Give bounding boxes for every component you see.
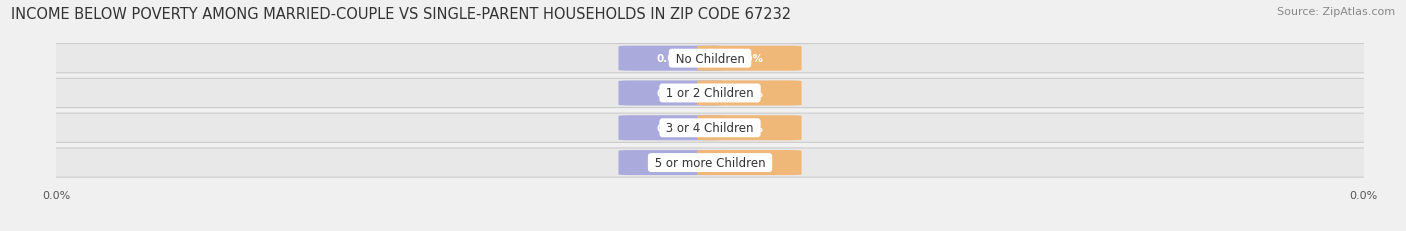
FancyBboxPatch shape xyxy=(619,81,723,106)
Text: 0.0%: 0.0% xyxy=(735,54,763,64)
Text: Source: ZipAtlas.com: Source: ZipAtlas.com xyxy=(1277,7,1395,17)
Text: No Children: No Children xyxy=(672,52,748,65)
Text: 3 or 4 Children: 3 or 4 Children xyxy=(662,122,758,135)
Text: 0.0%: 0.0% xyxy=(657,54,685,64)
FancyBboxPatch shape xyxy=(619,150,723,175)
Text: 0.0%: 0.0% xyxy=(735,123,763,133)
FancyBboxPatch shape xyxy=(619,46,723,71)
FancyBboxPatch shape xyxy=(697,116,801,141)
Text: 1 or 2 Children: 1 or 2 Children xyxy=(662,87,758,100)
FancyBboxPatch shape xyxy=(30,44,1391,73)
Text: 5 or more Children: 5 or more Children xyxy=(651,156,769,169)
Text: 0.0%: 0.0% xyxy=(735,88,763,99)
FancyBboxPatch shape xyxy=(30,148,1391,177)
Text: INCOME BELOW POVERTY AMONG MARRIED-COUPLE VS SINGLE-PARENT HOUSEHOLDS IN ZIP COD: INCOME BELOW POVERTY AMONG MARRIED-COUPL… xyxy=(11,7,792,22)
Text: 0.0%: 0.0% xyxy=(657,123,685,133)
FancyBboxPatch shape xyxy=(697,81,801,106)
Text: 0.0%: 0.0% xyxy=(657,158,685,168)
FancyBboxPatch shape xyxy=(697,150,801,175)
FancyBboxPatch shape xyxy=(619,116,723,141)
Text: 0.0%: 0.0% xyxy=(735,158,763,168)
FancyBboxPatch shape xyxy=(30,79,1391,108)
FancyBboxPatch shape xyxy=(30,114,1391,143)
Text: 0.0%: 0.0% xyxy=(657,88,685,99)
FancyBboxPatch shape xyxy=(697,46,801,71)
